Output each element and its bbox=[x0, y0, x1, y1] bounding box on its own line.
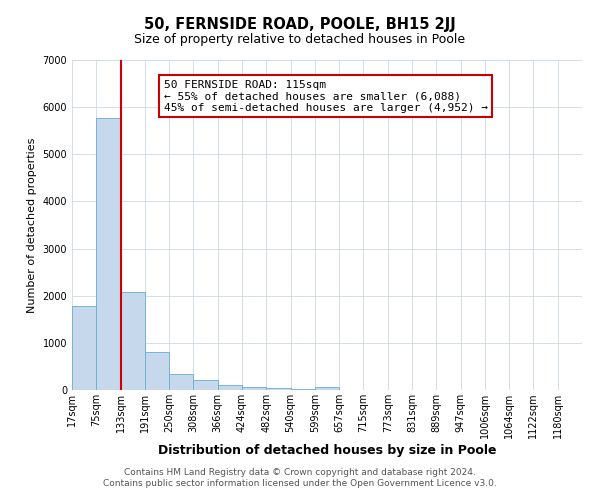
Text: 50, FERNSIDE ROAD, POOLE, BH15 2JJ: 50, FERNSIDE ROAD, POOLE, BH15 2JJ bbox=[144, 18, 456, 32]
Bar bbox=[96, 118, 121, 390]
Text: Size of property relative to detached houses in Poole: Size of property relative to detached ho… bbox=[134, 32, 466, 46]
Text: 50 FERNSIDE ROAD: 115sqm
← 55% of detached houses are smaller (6,088)
45% of sem: 50 FERNSIDE ROAD: 115sqm ← 55% of detach… bbox=[164, 80, 488, 113]
Bar bbox=[121, 292, 145, 390]
X-axis label: Distribution of detached houses by size in Poole: Distribution of detached houses by size … bbox=[158, 444, 496, 457]
Bar bbox=[218, 385, 242, 390]
Y-axis label: Number of detached properties: Number of detached properties bbox=[27, 138, 37, 312]
Text: Contains HM Land Registry data © Crown copyright and database right 2024.
Contai: Contains HM Land Registry data © Crown c… bbox=[103, 468, 497, 487]
Bar bbox=[193, 380, 218, 390]
Bar bbox=[290, 388, 315, 390]
Bar bbox=[145, 352, 169, 390]
Bar bbox=[266, 388, 290, 390]
Bar bbox=[242, 387, 266, 390]
Bar bbox=[315, 388, 339, 390]
Bar bbox=[169, 374, 193, 390]
Bar bbox=[72, 306, 96, 390]
